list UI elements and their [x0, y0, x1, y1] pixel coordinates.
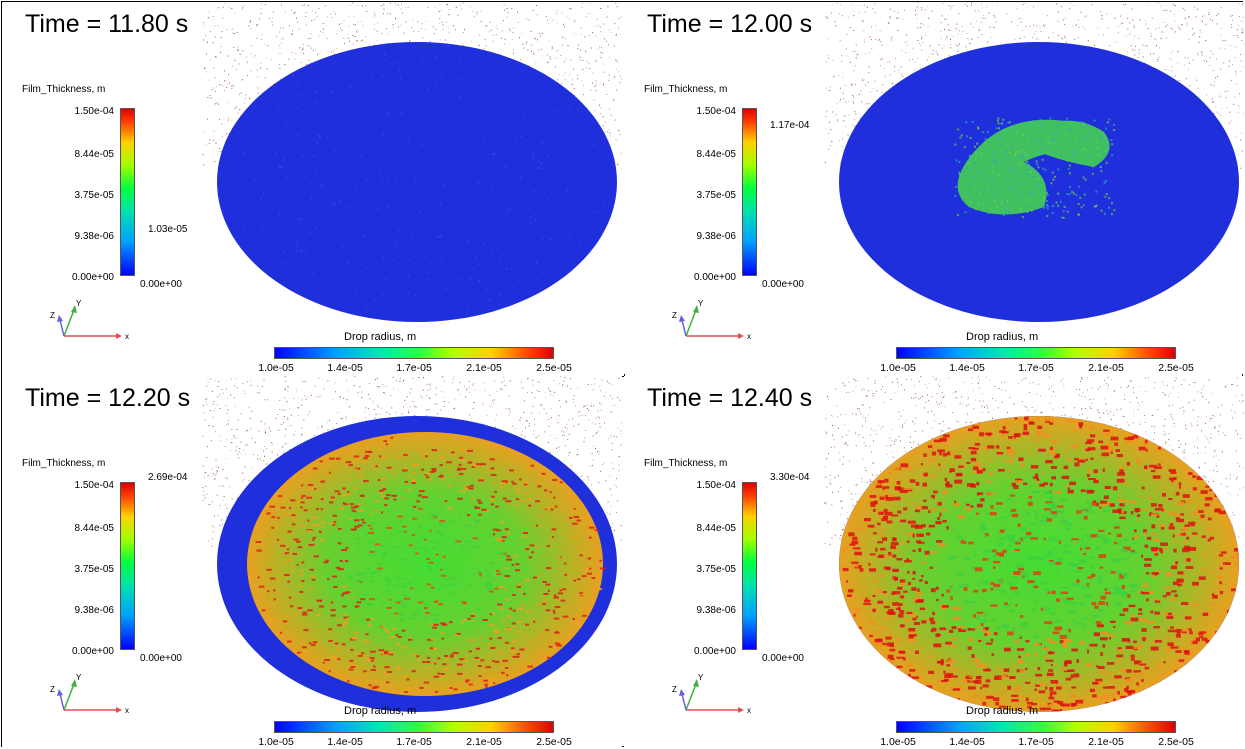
film-min-label: 0.00e+00 — [140, 279, 182, 290]
panel-time-12-40: Time = 12.40 s Film_Thickness, m 1.50e-0… — [624, 376, 1244, 748]
grid-divider-vertical — [624, 2, 625, 748]
drop-tick-label: 1.0e-05 — [258, 362, 294, 374]
panel-time-12-20: Time = 12.20 s Film_Thickness, m 1.50e-0… — [2, 376, 622, 748]
drop-tick-label: 2.5e-05 — [536, 362, 572, 374]
drop-radius-colorbar — [896, 347, 1176, 359]
disk-surface — [217, 42, 617, 322]
film-region — [247, 432, 606, 696]
film-tick-label: 8.44e-05 — [74, 149, 114, 160]
drop-tick-label: 2.1e-05 — [1088, 362, 1124, 374]
film-tick-label: 1.50e-04 — [74, 106, 114, 117]
time-label: Time = 12.00 s — [644, 10, 816, 39]
drop-radius-colorbar — [274, 721, 554, 733]
drop-tick-label: 2.1e-05 — [466, 736, 502, 748]
axis-triad-icon: x Y Z — [672, 300, 751, 341]
drop-tick-label: 1.7e-05 — [396, 362, 432, 374]
drop-tick-label: 1.7e-05 — [396, 736, 432, 748]
drop-tick-label: 2.5e-05 — [1158, 736, 1194, 748]
film-min-label: 0.00e+00 — [762, 279, 804, 290]
time-label: Time = 12.20 s — [22, 384, 194, 413]
film-tick-label: 0.00e+00 — [694, 646, 736, 657]
svg-text:Y: Y — [698, 300, 704, 308]
svg-text:Z: Z — [50, 311, 55, 320]
axis-triad-icon: x Y Z — [50, 300, 129, 341]
film-thickness-colorbar — [120, 108, 135, 276]
film-tick-label: 9.38e-06 — [696, 605, 736, 616]
drop-tick-label: 2.1e-05 — [1088, 736, 1124, 748]
drop-tick-label: 1.7e-05 — [1018, 362, 1054, 374]
film-tick-label: 3.75e-05 — [696, 564, 736, 575]
drop-tick-label: 1.0e-05 — [880, 736, 916, 748]
film-tick-label: 9.38e-06 — [74, 605, 114, 616]
drop-radius-title: Drop radius, m — [344, 331, 417, 343]
drop-radius-title: Drop radius, m — [344, 705, 417, 717]
drop-tick-label: 2.1e-05 — [466, 362, 502, 374]
svg-text:Y: Y — [76, 300, 82, 308]
film-tick-label: 1.50e-04 — [696, 480, 736, 491]
film-tick-label: 1.50e-04 — [696, 106, 736, 117]
film-tick-label: 0.00e+00 — [72, 646, 114, 657]
svg-text:x: x — [125, 332, 129, 341]
drop-tick-label: 1.4e-05 — [949, 736, 985, 748]
drop-tick-label: 2.5e-05 — [1158, 362, 1194, 374]
film-tick-label: 0.00e+00 — [72, 272, 114, 283]
drop-tick-label: 1.0e-05 — [880, 362, 916, 374]
film-tick-label: 3.75e-05 — [74, 564, 114, 575]
time-label: Time = 12.40 s — [644, 384, 816, 413]
simulation-scene — [202, 2, 622, 322]
drop-radius-colorbar — [274, 347, 554, 359]
svg-text:x: x — [747, 332, 751, 341]
axis-triad-icon: x Y Z — [672, 674, 751, 715]
time-label: Time = 11.80 s — [22, 10, 192, 39]
film-tick-label: 8.44e-05 — [696, 523, 736, 534]
film-thickness-title: Film_Thickness, m — [644, 458, 728, 469]
grid-divider-horizontal — [2, 376, 1244, 377]
film-min-label: 0.00e+00 — [140, 653, 182, 664]
film-tick-label: 8.44e-05 — [74, 523, 114, 534]
film-max-label: 1.03e-05 — [148, 224, 188, 235]
drop-tick-label: 1.7e-05 — [1018, 736, 1054, 748]
film-thickness-title: Film_Thickness, m — [22, 458, 106, 469]
axis-triad-icon: x Y Z — [50, 674, 129, 715]
film-tick-label: 9.38e-06 — [74, 231, 114, 242]
drop-tick-label: 2.5e-05 — [536, 736, 572, 748]
drop-radius-title: Drop radius, m — [966, 331, 1039, 343]
drop-radius-title: Drop radius, m — [966, 705, 1039, 717]
film-thickness-colorbar — [742, 482, 757, 650]
drop-tick-label: 1.4e-05 — [327, 362, 363, 374]
drop-tick-label: 1.4e-05 — [327, 736, 363, 748]
film-tick-label: 0.00e+00 — [694, 272, 736, 283]
drop-radius-colorbar — [896, 721, 1176, 733]
simulation-scene — [824, 2, 1244, 322]
simulation-scene — [824, 376, 1244, 712]
film-tick-label: 8.44e-05 — [696, 149, 736, 160]
film-max-label: 1.17e-04 — [770, 120, 810, 131]
film-tick-label: 3.75e-05 — [696, 190, 736, 201]
film-region — [954, 117, 1116, 219]
film-thickness-title: Film_Thickness, m — [644, 84, 728, 95]
panel-time-12-00: Time = 12.00 s Film_Thickness, m 1.50e-0… — [624, 2, 1244, 374]
svg-text:Z: Z — [672, 311, 677, 320]
film-thickness-colorbar — [742, 108, 757, 276]
drop-tick-label: 1.4e-05 — [949, 362, 985, 374]
film-min-label: 0.00e+00 — [762, 653, 804, 664]
film-thickness-title: Film_Thickness, m — [22, 84, 106, 95]
film-tick-label: 3.75e-05 — [74, 190, 114, 201]
drop-tick-label: 1.0e-05 — [258, 736, 294, 748]
film-tick-label: 1.50e-04 — [74, 480, 114, 491]
film-max-label: 2.69e-04 — [148, 472, 188, 483]
film-tick-label: 9.38e-06 — [696, 231, 736, 242]
film-thickness-colorbar — [120, 482, 135, 650]
simulation-scene — [202, 376, 622, 712]
film-max-label: 3.30e-04 — [770, 472, 810, 483]
film-region — [839, 416, 1239, 712]
panel-time-11-80: Time = 11.80 s Film_Thickness, m 1.50e-0… — [2, 2, 622, 374]
